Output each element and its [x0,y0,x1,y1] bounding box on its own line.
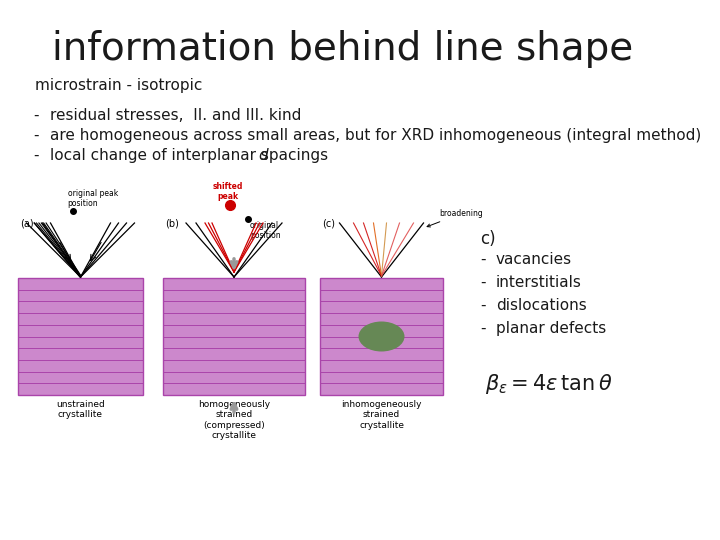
Text: local change of interplanar spacings: local change of interplanar spacings [50,148,333,163]
Text: -: - [480,275,485,290]
Text: (c): (c) [322,218,335,228]
Text: homogeneously
strained
(compressed)
crystallite: homogeneously strained (compressed) crys… [198,400,270,440]
Bar [163,278,305,395]
Text: information behind line shape: information behind line shape [52,30,634,68]
Text: -: - [33,108,38,123]
Text: broadening: broadening [427,209,483,227]
Text: $\beta_{\varepsilon} = 4\varepsilon\,\tan\theta$: $\beta_{\varepsilon} = 4\varepsilon\,\ta… [485,372,613,396]
Bar [18,278,143,395]
Text: planar defects: planar defects [496,321,606,336]
Bar [320,278,443,395]
Text: (a): (a) [20,218,34,228]
Text: inhomogeneously
strained
crystallite: inhomogeneously strained crystallite [341,400,422,430]
Text: shifted
peak: shifted peak [213,181,243,201]
Text: -: - [480,252,485,267]
Text: interstitials: interstitials [496,275,582,290]
Text: -: - [480,298,485,313]
Text: d: d [258,148,268,163]
Ellipse shape [359,321,405,352]
Text: -: - [33,128,38,143]
Text: -: - [480,321,485,336]
Text: original
position: original position [250,221,281,240]
Text: unstrained
crystallite: unstrained crystallite [56,400,105,420]
Text: are homogeneous across small areas, but for XRD inhomogeneous (integral method): are homogeneous across small areas, but … [50,128,701,143]
Text: vacancies: vacancies [496,252,572,267]
Text: c): c) [480,230,495,248]
Text: dislocations: dislocations [496,298,587,313]
Text: residual stresses,  II. and III. kind: residual stresses, II. and III. kind [50,108,302,123]
Text: microstrain - isotropic: microstrain - isotropic [35,78,202,93]
Text: -: - [33,148,38,163]
Text: (b): (b) [165,218,179,228]
Text: original peak
position: original peak position [68,188,118,208]
